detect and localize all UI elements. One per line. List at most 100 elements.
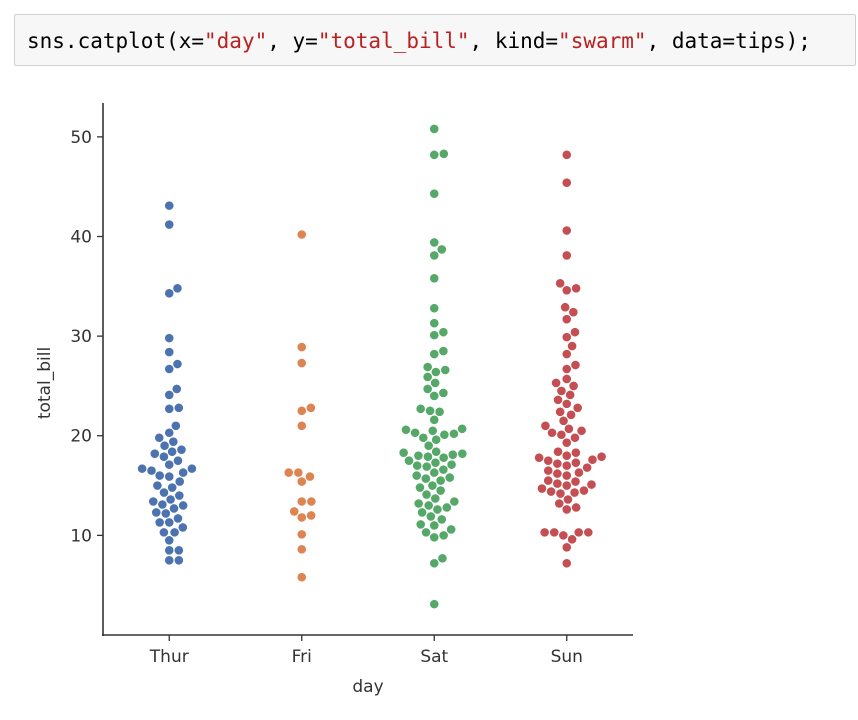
swarm-point-sat [429,558,440,569]
swarm-point-sun [561,470,572,481]
swarm-point-sun [549,527,560,538]
swarm-point-fri [296,544,307,555]
swarm-point-thur [169,527,180,538]
swarm-point-sun [582,462,593,473]
code-cell[interactable]: sns.catplot(x="day", y="total_bill", kin… [14,14,856,66]
swarm-point-sun [561,398,572,409]
swarm-point-sun [569,487,580,498]
swarm-point-thur [164,545,175,556]
swarm-point-thur [154,432,165,443]
swarm-point-thur [178,500,189,511]
swarm-point-thur [157,499,168,510]
swarm-point-thur [177,522,188,533]
swarm-point-sun [537,483,547,494]
swarm-point-sat [429,237,440,248]
swarm-point-sat [440,365,451,375]
swarm-point-sat [446,459,457,470]
swarm-point-thur [178,467,189,478]
swarm-point-sat [438,452,449,463]
swarm-point-sun [566,409,576,420]
swarm-point-thur [148,496,159,507]
swarm-point-thur [164,535,175,546]
swarm-point-sat [429,520,440,531]
swarm-point-sat [444,472,455,483]
swarm-point-sat [457,448,468,459]
swarm-point-sun [553,446,563,457]
swarm-point-thur [164,471,175,482]
swarm-point-sat [438,464,449,475]
swarm-point-sat [430,378,441,388]
swarm-point-sat [436,244,447,255]
swarm-point-thur [164,390,175,400]
swarm-point-sat [429,318,440,329]
swarm-point-fri [305,402,316,413]
swarm-point-sat [422,372,433,382]
x-tick-label: Fri [292,647,312,667]
swarm-point-fri [296,476,307,487]
swarm-point-sat [435,485,446,496]
swarm-point-thur [164,333,175,344]
swarm-point-fri [296,572,307,583]
swarm-point-sun [576,425,587,436]
swarm-point-sat [425,511,436,522]
swarm-point-sun [561,460,572,471]
swarm-point-sat [438,327,449,338]
swarm-point-sat [427,480,438,491]
swarm-point-sun [570,447,581,458]
swarm-point-sun [539,527,550,538]
swarm-point-sat [429,188,440,199]
swarm-point-sun [560,302,571,313]
y-tick-label: 50 [70,128,92,148]
swarm-point-thur [159,440,170,451]
swarm-point-thur [168,436,179,447]
data-points [137,124,607,610]
swarm-point-thur [173,545,184,556]
swarm-point-sat [420,473,431,484]
swarm-point-sun [561,314,572,325]
swarm-point-fri [296,529,307,540]
swarm-point-sun [555,488,566,499]
swarm-point-thur [173,402,184,413]
swarm-point-sun [570,476,581,487]
swarm-point-sun [561,364,572,374]
y-tick-label: 40 [70,227,92,247]
swarm-point-sat [413,498,424,509]
swarm-point-sun [570,457,581,468]
swarm-point-thur [159,487,169,498]
swarm-point-sun [554,498,565,509]
swarm-point-sat [415,482,425,493]
swarm-point-sun [552,468,563,479]
swarm-point-thur [158,451,169,462]
swarm-point-sun [568,307,579,318]
swarm-point-fri [296,512,307,523]
swarm-point-sat [410,427,420,438]
swarm-point-sun [558,530,569,541]
swarm-point-sat [438,346,449,356]
axis-labels: day total_bill [35,347,384,697]
swarm-point-sat [446,524,457,535]
swarm-point-sun [543,465,554,476]
swarm-point-thur [154,470,165,481]
swarm-point-sun [596,451,607,462]
swarm-point-sat [435,475,446,486]
swarm-point-sat [427,425,438,436]
swarm-point-sun [552,478,563,489]
swarm-point-sat [457,423,468,434]
axes: 10 20 30 40 50 Thur Fri Sat Sun [70,103,633,667]
swarm-point-thur [137,463,148,474]
swarm-point-sat [415,519,426,530]
swarm-point-sun [556,429,567,440]
swarm-point-sat [429,532,440,543]
code-token: , data=tips); [646,29,811,53]
swarm-point-thur [164,403,175,414]
swarm-point-thur [164,427,175,438]
swarm-point-sat [429,273,440,284]
swarm-plot: 10 20 30 40 50 Thur Fri Sat Sun day total_bill [35,103,633,697]
swarm-point-sun [547,427,557,438]
swarm-point-thur [172,359,183,369]
swarm-point-sun [573,527,584,538]
swarm-point-sun [567,534,578,545]
swarm-point-sun [561,250,572,261]
swarm-point-sat [429,467,440,478]
swarm-point-sun [568,381,579,391]
